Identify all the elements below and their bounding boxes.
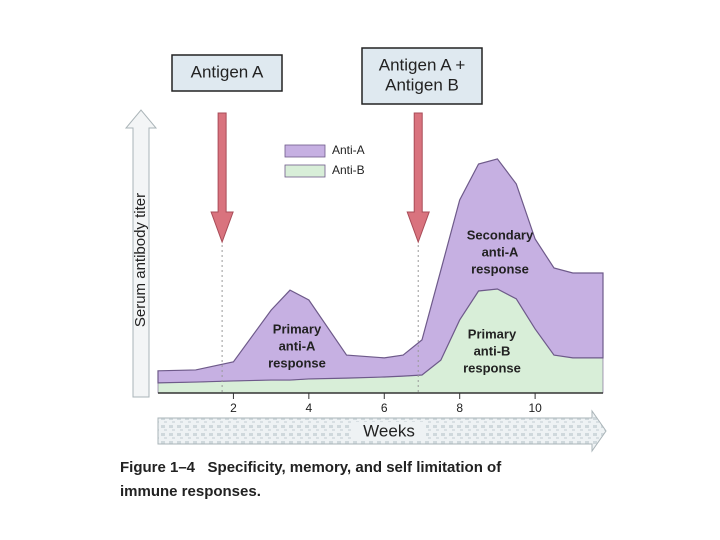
antigen-arrow [210, 112, 234, 244]
x-tick-label: 2 [230, 401, 237, 415]
antigen-label: Antigen A + [379, 55, 466, 74]
x-tick-label: 4 [306, 401, 313, 415]
legend-swatch [284, 144, 326, 158]
antigen-label: Antigen B [385, 75, 459, 94]
annotation: response [471, 261, 529, 276]
x-tick-label: 10 [528, 401, 542, 415]
antigen-box [361, 47, 483, 105]
legend-swatch [284, 164, 326, 178]
annotation: Primary [273, 321, 322, 336]
caption: immune responses. [120, 483, 261, 500]
annotation: anti-B [474, 343, 511, 358]
annotation: Primary [468, 326, 517, 341]
chart: 2 4 6 8 10 Anti-A Anti-B Antigen A Antigen A +An… [120, 47, 604, 500]
annotation: anti-A [279, 338, 316, 353]
x-label-bg [352, 422, 426, 440]
antigen-box [171, 54, 283, 92]
annotation: Secondary [467, 227, 534, 242]
area [157, 158, 604, 384]
y-axis-arrow [124, 109, 158, 398]
legend-label: Anti-A [332, 143, 365, 157]
x-axis-label: Weeks [363, 421, 415, 440]
antigen-arrow [406, 112, 430, 244]
annotation: anti-A [482, 244, 519, 259]
legend-label: Anti-B [332, 163, 365, 177]
annotation: response [463, 360, 521, 375]
antigen-label: Antigen A [191, 62, 264, 81]
y-axis-label: Serum antibody titer [132, 193, 149, 327]
x-tick-label: 8 [456, 401, 463, 415]
caption: Figure 1–4 Specificity, memory, and self… [120, 459, 502, 476]
annotation: response [268, 355, 326, 370]
x-tick-label: 6 [381, 401, 388, 415]
